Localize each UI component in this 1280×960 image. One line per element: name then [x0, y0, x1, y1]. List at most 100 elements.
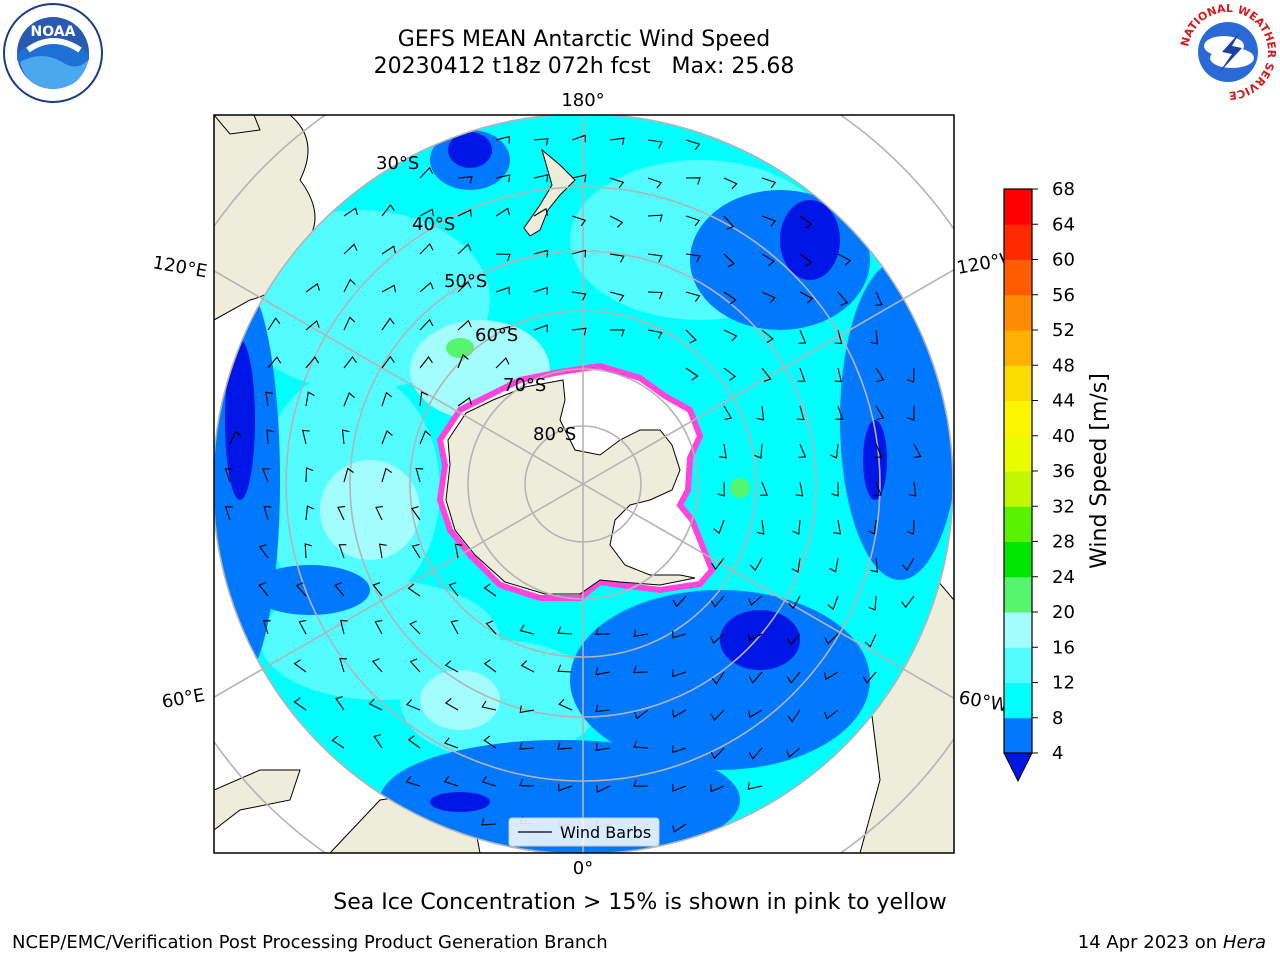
- noaa-logo: NOAA: [3, 3, 103, 103]
- wind-barb: [710, 709, 725, 722]
- lat-label-50s: 50°S: [444, 271, 487, 292]
- wind-barb: [519, 778, 535, 787]
- colorbar-tick-label: 52: [1052, 320, 1075, 341]
- wind-barb: [754, 443, 763, 459]
- wind-barb: [634, 709, 649, 720]
- wind-barb: [381, 203, 395, 217]
- footer-host: Hera: [1222, 932, 1266, 953]
- wind-barb: [339, 658, 348, 673]
- wind-barb: [443, 775, 459, 787]
- wind-barb: [864, 633, 877, 648]
- wind-barb: [533, 286, 548, 295]
- wind-barb: [483, 735, 497, 749]
- wind-barb: [595, 667, 611, 676]
- wind-barb: [799, 215, 813, 229]
- wind-barb: [343, 278, 356, 293]
- wind-barb: [913, 443, 922, 459]
- wind-barb: [373, 734, 383, 749]
- colorbar-tick-label: 32: [1052, 496, 1075, 517]
- wind-field-region: [225, 340, 255, 500]
- wind-barb: [834, 367, 843, 383]
- wind-barb: [671, 709, 687, 718]
- wind-barb: [411, 543, 421, 559]
- lon-label-60e: 60°E: [160, 685, 206, 713]
- wind-barb: [304, 543, 313, 559]
- wind-barb: [873, 481, 882, 496]
- wind-barb: [685, 253, 701, 263]
- wind-barb: [633, 629, 649, 638]
- wind-barb: [454, 543, 463, 559]
- wind-barb: [343, 207, 358, 217]
- colorbar-tick-label: 12: [1052, 673, 1075, 694]
- latitude-circle: [214, 115, 954, 853]
- wind-barb: [258, 582, 269, 597]
- wind-barb: [266, 429, 275, 445]
- wind-barb: [405, 775, 421, 787]
- wind-barb: [337, 506, 346, 521]
- colorbar-tick-label: 28: [1052, 532, 1075, 553]
- wind-barb: [711, 671, 725, 685]
- wind-barb: [829, 557, 839, 573]
- wind-barb: [457, 281, 472, 293]
- wind-barb: [305, 505, 315, 521]
- wind-barb: [419, 208, 435, 217]
- colorbar-tick-label: 36: [1052, 461, 1075, 482]
- wind-field-region: [720, 610, 800, 670]
- wind-barb: [672, 745, 687, 754]
- wind-barb: [761, 329, 774, 343]
- wind-barb: [908, 481, 917, 497]
- wind-barb: [609, 329, 625, 337]
- wind-field-region: [780, 200, 840, 280]
- wind-barb: [571, 249, 587, 258]
- wind-barb: [495, 286, 510, 295]
- wind-barb: [633, 665, 649, 673]
- wind-barb: [870, 557, 878, 573]
- wind-barb: [786, 671, 801, 684]
- wind-field-region: [448, 132, 492, 168]
- wind-barb: [756, 519, 765, 535]
- wind-barb: [457, 209, 472, 217]
- wind-barbs: [224, 134, 922, 833]
- wind-barb: [558, 783, 573, 792]
- wind-barb: [305, 282, 320, 293]
- wind-barb: [710, 747, 725, 760]
- wind-barb: [381, 284, 397, 293]
- wind-barb: [647, 253, 663, 263]
- wind-barb: [293, 697, 307, 711]
- wind-barb: [829, 443, 839, 459]
- wind-barb: [786, 747, 801, 758]
- wind-barb: [331, 735, 345, 749]
- wind-barb: [723, 253, 736, 268]
- colorbar-swatch: [1004, 471, 1032, 507]
- wind-barb: [837, 291, 849, 306]
- wind-barb: [761, 177, 777, 189]
- wind-barb: [481, 818, 497, 826]
- wind-barb: [795, 481, 804, 497]
- wind-barb: [411, 506, 421, 521]
- wind-barb: [834, 329, 843, 345]
- wind-barb: [444, 697, 459, 711]
- wind-barb: [485, 620, 497, 635]
- colorbar-tick-label: 56: [1052, 285, 1075, 306]
- wind-field-region: [320, 460, 420, 560]
- wind-barb: [262, 620, 271, 635]
- wind-barb: [792, 519, 801, 535]
- wind-barb: [595, 627, 611, 635]
- wind-barb: [571, 291, 587, 301]
- wind-barb: [305, 391, 315, 407]
- wind-barb: [558, 698, 573, 711]
- wind-barb: [372, 582, 383, 597]
- wind-barb: [495, 253, 511, 262]
- wind-barb: [343, 392, 355, 407]
- wind-barb: [796, 405, 805, 421]
- wind-barb: [747, 781, 763, 790]
- wind-barb: [481, 775, 497, 787]
- wind-barb: [381, 391, 393, 407]
- wind-field-region: [250, 565, 370, 615]
- chart-subtitle: 20230412 t18z 072h fcst Max: 25.68: [373, 54, 795, 79]
- wind-barb: [419, 430, 432, 445]
- lat-label-30s: 30°S: [376, 153, 419, 174]
- wind-barb: [824, 633, 839, 645]
- colorbar-tick-label: 44: [1052, 391, 1075, 412]
- wind-barb: [305, 356, 320, 369]
